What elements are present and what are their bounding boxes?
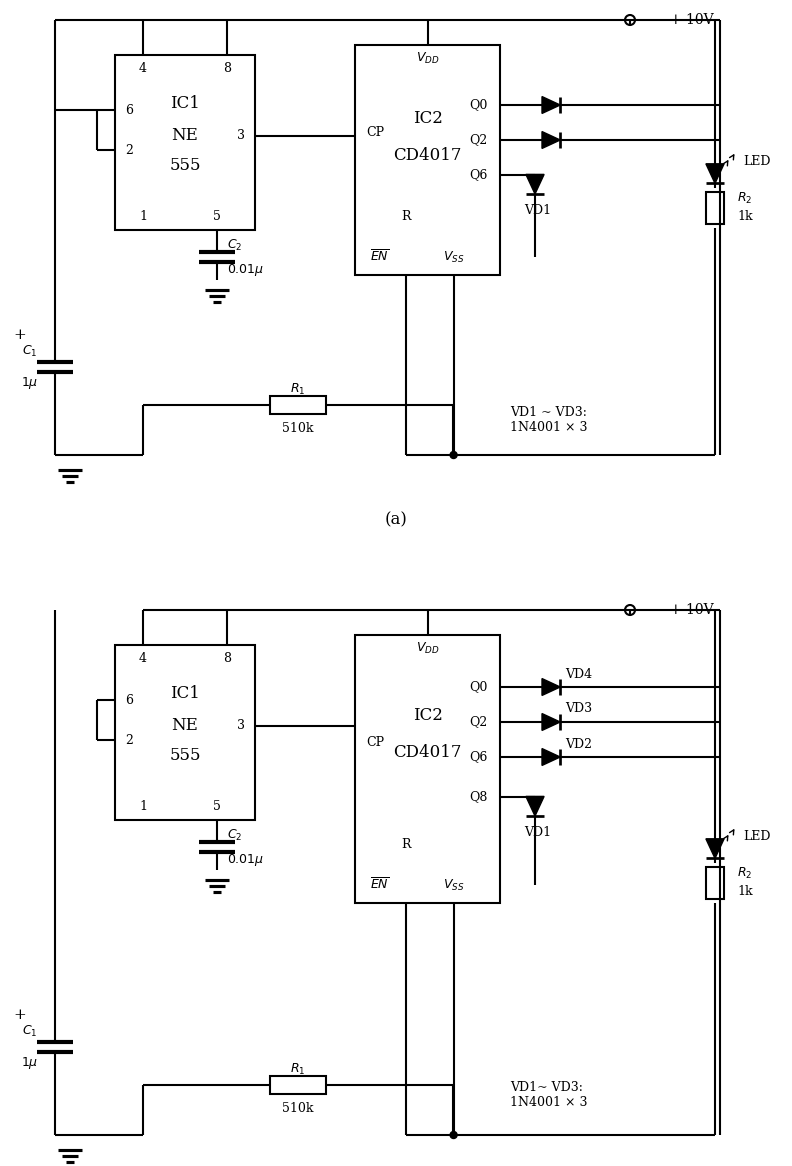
Bar bbox=[355, 635, 500, 902]
Text: VD1~ VD3:
1N4001 × 3: VD1~ VD3: 1N4001 × 3 bbox=[510, 1081, 588, 1109]
Text: 8: 8 bbox=[223, 62, 231, 75]
Text: $0.01\mu$: $0.01\mu$ bbox=[227, 852, 265, 868]
Text: $C_1$: $C_1$ bbox=[22, 1024, 38, 1039]
Text: $\overline{EN}$: $\overline{EN}$ bbox=[371, 250, 390, 265]
Bar bbox=[270, 1076, 326, 1094]
Text: CP: CP bbox=[366, 736, 384, 749]
Text: IC1: IC1 bbox=[170, 686, 200, 702]
Text: $C_1$: $C_1$ bbox=[22, 344, 38, 359]
Polygon shape bbox=[526, 175, 544, 194]
Bar bbox=[115, 55, 255, 230]
Text: + 10V: + 10V bbox=[670, 13, 714, 27]
Circle shape bbox=[450, 451, 457, 458]
Bar bbox=[270, 396, 326, 414]
Text: CD4017: CD4017 bbox=[394, 744, 462, 761]
Text: VD3: VD3 bbox=[565, 702, 592, 716]
Polygon shape bbox=[542, 132, 560, 148]
Text: R: R bbox=[401, 211, 410, 224]
Bar bbox=[115, 645, 255, 820]
Text: Q6: Q6 bbox=[469, 169, 487, 182]
Text: IC2: IC2 bbox=[413, 707, 443, 724]
Text: 1: 1 bbox=[139, 211, 147, 224]
Text: $\overline{EN}$: $\overline{EN}$ bbox=[371, 877, 390, 893]
Text: $1\mu$: $1\mu$ bbox=[21, 1055, 39, 1072]
Bar bbox=[355, 45, 500, 275]
Text: 1k: 1k bbox=[737, 885, 752, 898]
Text: 1k: 1k bbox=[737, 210, 752, 223]
Text: 510k: 510k bbox=[282, 422, 314, 435]
Text: $V_{SS}$: $V_{SS}$ bbox=[443, 250, 464, 265]
Text: $1\mu$: $1\mu$ bbox=[21, 375, 39, 391]
Text: Q0: Q0 bbox=[469, 681, 487, 694]
Text: VD1: VD1 bbox=[524, 204, 551, 217]
Text: IC2: IC2 bbox=[413, 110, 443, 127]
Text: IC1: IC1 bbox=[170, 96, 200, 112]
Text: VD1 ~ VD3:
1N4001 × 3: VD1 ~ VD3: 1N4001 × 3 bbox=[510, 406, 588, 434]
Text: 555: 555 bbox=[169, 746, 200, 764]
Text: $V_{DD}$: $V_{DD}$ bbox=[416, 640, 440, 655]
Text: VD2: VD2 bbox=[565, 738, 592, 751]
Circle shape bbox=[450, 1131, 457, 1138]
Text: 3: 3 bbox=[237, 129, 245, 142]
Polygon shape bbox=[526, 796, 544, 816]
Polygon shape bbox=[706, 838, 724, 858]
Text: $V_{SS}$: $V_{SS}$ bbox=[443, 878, 464, 892]
Text: 6: 6 bbox=[125, 694, 133, 707]
Polygon shape bbox=[706, 163, 724, 183]
Text: 3: 3 bbox=[237, 719, 245, 732]
Text: $R_1$: $R_1$ bbox=[291, 381, 306, 396]
Text: +: + bbox=[13, 328, 26, 342]
Text: 510k: 510k bbox=[282, 1103, 314, 1116]
Text: $C_2$: $C_2$ bbox=[227, 238, 242, 253]
Text: + 10V: + 10V bbox=[670, 603, 714, 617]
Bar bbox=[706, 868, 724, 899]
Text: 4: 4 bbox=[139, 62, 147, 75]
Text: Q6: Q6 bbox=[469, 751, 487, 764]
Text: 2: 2 bbox=[125, 143, 133, 156]
Text: Q2: Q2 bbox=[469, 716, 487, 729]
Text: VD4: VD4 bbox=[565, 667, 592, 681]
Text: $R_2$: $R_2$ bbox=[737, 866, 752, 881]
Polygon shape bbox=[542, 714, 560, 730]
Text: 1: 1 bbox=[139, 801, 147, 814]
Text: $0.01\mu$: $0.01\mu$ bbox=[227, 262, 265, 278]
Text: +: + bbox=[13, 1007, 26, 1023]
Text: CP: CP bbox=[366, 126, 384, 139]
Text: VD1: VD1 bbox=[524, 826, 551, 838]
Text: NE: NE bbox=[172, 717, 199, 735]
Bar bbox=[706, 192, 724, 224]
Text: $C_2$: $C_2$ bbox=[227, 828, 242, 843]
Text: NE: NE bbox=[172, 127, 199, 143]
Text: 8: 8 bbox=[223, 652, 231, 665]
Text: $R_2$: $R_2$ bbox=[737, 191, 752, 206]
Text: $V_{DD}$: $V_{DD}$ bbox=[416, 50, 440, 65]
Text: 2: 2 bbox=[125, 733, 133, 746]
Polygon shape bbox=[542, 749, 560, 765]
Text: CD4017: CD4017 bbox=[394, 147, 462, 164]
Text: R: R bbox=[401, 838, 410, 851]
Text: LED: LED bbox=[743, 155, 771, 168]
Polygon shape bbox=[542, 679, 560, 695]
Text: LED: LED bbox=[743, 830, 771, 843]
Text: 555: 555 bbox=[169, 156, 200, 174]
Polygon shape bbox=[542, 97, 560, 113]
Text: Q0: Q0 bbox=[469, 98, 487, 112]
Text: 4: 4 bbox=[139, 652, 147, 665]
Text: Q8: Q8 bbox=[469, 791, 487, 803]
Text: 6: 6 bbox=[125, 104, 133, 117]
Text: (a): (a) bbox=[385, 512, 407, 528]
Text: $R_1$: $R_1$ bbox=[291, 1061, 306, 1076]
Text: 5: 5 bbox=[213, 801, 221, 814]
Text: 5: 5 bbox=[213, 211, 221, 224]
Text: Q2: Q2 bbox=[469, 133, 487, 147]
